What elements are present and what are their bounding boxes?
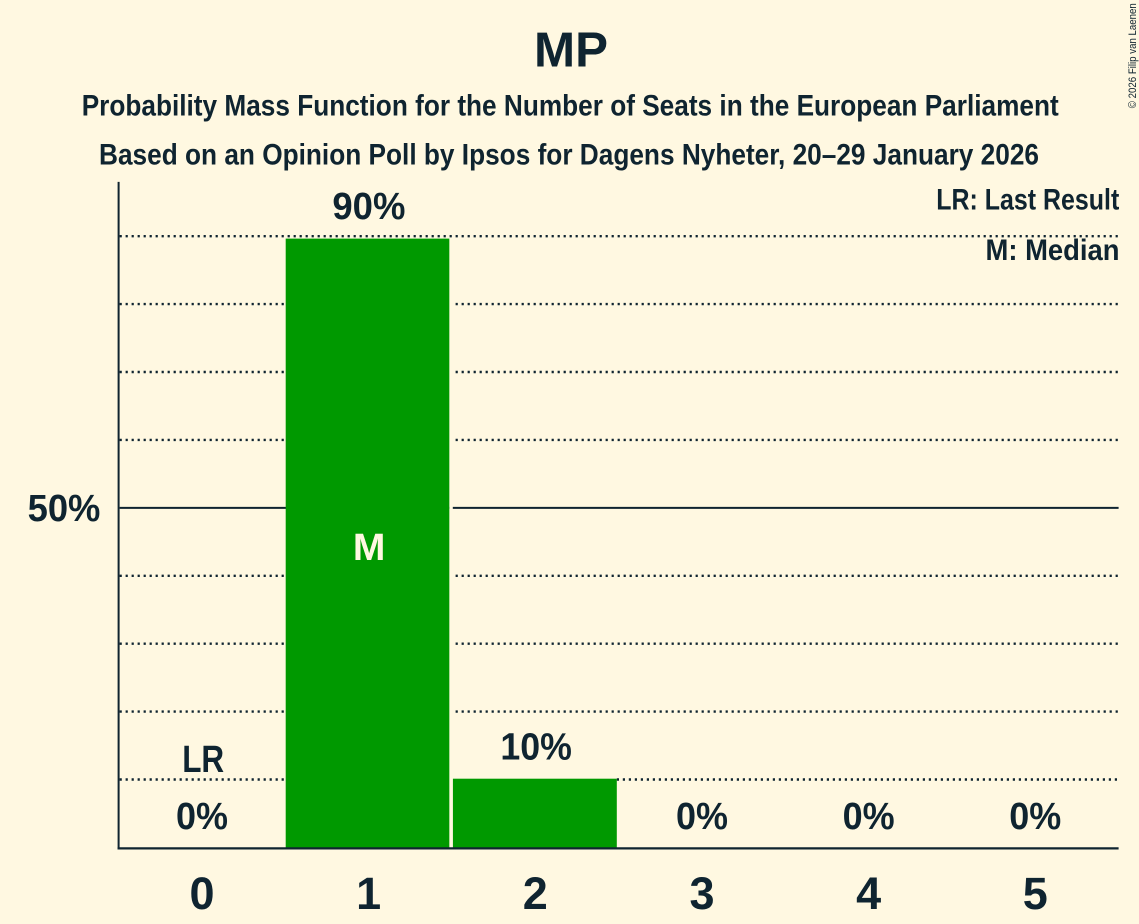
svg-text:Based on an Opinion Poll by Ip: Based on an Opinion Poll by Ipsos for Da… — [99, 138, 1039, 171]
svg-text:M: M — [353, 527, 386, 569]
svg-text:0%: 0% — [843, 796, 895, 838]
svg-text:LR: LR — [182, 739, 224, 781]
svg-text:M: Median: M: Median — [986, 234, 1120, 267]
svg-text:© 2026 Filip van Laenen: © 2026 Filip van Laenen — [1127, 3, 1139, 108]
svg-text:90%: 90% — [332, 186, 405, 228]
svg-text:5: 5 — [1023, 868, 1048, 919]
svg-text:2: 2 — [523, 868, 548, 919]
svg-text:MP: MP — [534, 23, 608, 77]
svg-text:0%: 0% — [176, 796, 228, 838]
svg-text:0%: 0% — [1009, 796, 1061, 838]
svg-text:0%: 0% — [676, 796, 728, 838]
svg-text:50%: 50% — [28, 488, 101, 530]
svg-text:0: 0 — [189, 868, 214, 919]
svg-text:Probability Mass Function for: Probability Mass Function for the Number… — [82, 89, 1059, 122]
svg-text:1: 1 — [356, 868, 381, 919]
svg-text:10%: 10% — [500, 726, 572, 768]
svg-text:LR: Last Result: LR: Last Result — [936, 184, 1119, 217]
svg-text:3: 3 — [689, 868, 714, 919]
svg-text:4: 4 — [856, 868, 881, 919]
